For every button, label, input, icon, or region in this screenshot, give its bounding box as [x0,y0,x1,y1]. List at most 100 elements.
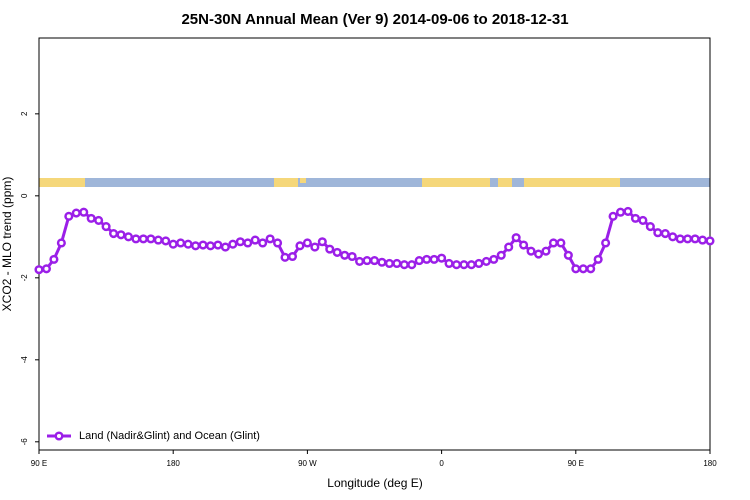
point [638,215,648,225]
y-tick-label: -4 [20,356,29,364]
point [168,239,178,249]
point [533,249,544,259]
point [235,237,245,247]
point [407,260,417,270]
point [265,234,275,244]
point [280,252,290,262]
y-tick-label: 0 [20,193,29,198]
point [504,242,514,252]
point [325,244,335,254]
point [660,228,670,239]
point [49,254,59,264]
point [332,247,342,257]
point [86,213,96,223]
point [668,232,678,242]
land [300,178,306,183]
x-tick-label: 180 [703,459,717,468]
point [451,260,462,270]
y-tick-label: -2 [20,274,29,282]
point [593,254,603,264]
point [228,239,238,249]
y-tick-label: -6 [20,438,29,446]
point [563,250,573,260]
land [422,178,490,187]
x-tick-label: 90 E [568,459,584,468]
point [459,260,469,270]
point [56,238,66,248]
point [347,251,357,262]
point [429,254,439,264]
land [524,178,620,187]
point [220,242,230,252]
point [250,235,260,245]
legend-marker [54,431,64,441]
point [496,250,506,260]
point [146,234,156,244]
point [161,236,171,246]
point [198,240,208,250]
point [601,238,611,248]
point [645,222,655,232]
point [571,264,581,274]
point [41,264,52,274]
point [295,241,305,251]
point [444,258,454,269]
point [578,264,588,274]
point [392,258,402,269]
point [131,234,141,244]
point [176,238,186,248]
point [422,254,432,264]
point [310,242,320,252]
point [362,256,372,266]
point [519,240,529,250]
point [213,240,223,250]
land [498,178,512,187]
point [153,235,163,245]
point [123,232,134,242]
x-tick-label: 180 [167,459,181,468]
point [705,236,715,246]
point [116,230,126,240]
point [683,234,693,244]
point [653,228,663,238]
point [437,253,447,263]
point [138,234,148,244]
point [302,238,312,248]
point [697,235,708,245]
point [608,211,618,221]
x-tick-label: 90 W [298,459,317,468]
point [340,250,350,260]
point [191,241,201,251]
point [489,254,499,264]
land [39,178,85,187]
point [317,237,327,247]
point [258,238,268,248]
point [556,238,566,248]
point [481,256,491,266]
legend-label: Land (Nadir&Glint) and Ocean (Glint) [79,430,260,442]
land-ocean-strip [39,178,710,187]
point [109,228,119,239]
point [414,256,424,266]
point [71,208,81,218]
point [94,215,104,225]
point [548,238,558,248]
x-tick-label: 0 [439,459,444,468]
y-tick-label: 2 [20,111,29,116]
x-tick-label: 90 E [31,459,47,468]
land [274,178,298,187]
point [511,233,521,243]
point [466,260,476,270]
point [384,258,394,269]
point [101,222,111,232]
point [586,264,596,274]
point [399,260,409,270]
point [369,256,380,266]
point [675,234,685,244]
point [79,207,89,217]
point [34,265,44,275]
point [355,256,365,266]
point [64,211,74,221]
y-axis-label: XCO2 - MLO trend (ppm) [0,177,14,312]
